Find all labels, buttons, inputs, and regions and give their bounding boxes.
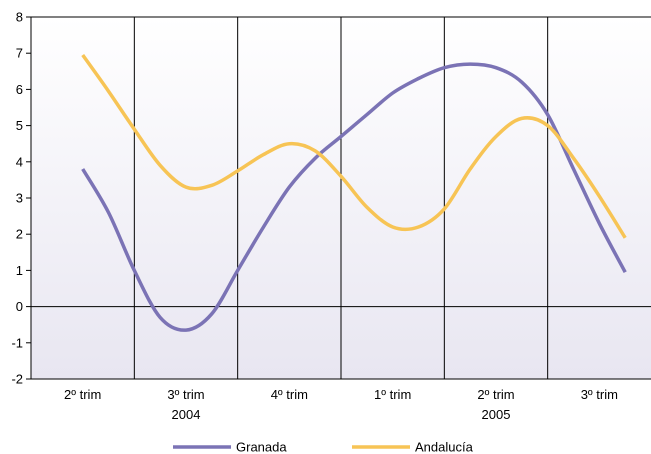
- y-tick-label: 0: [16, 299, 23, 314]
- y-tick-label: 7: [16, 46, 23, 61]
- x-tick-label: 2º trim: [64, 387, 101, 402]
- year-label: 2004: [172, 407, 201, 422]
- y-tick-label: 5: [16, 118, 23, 133]
- legend: Granada Andalucía: [173, 440, 474, 454]
- y-axis-ticks: -2 -1 0 1 2 3 4 5 6 7 8: [11, 10, 31, 387]
- series-line-andaluca: [81, 53, 627, 239]
- legend-label: Andalucía: [415, 440, 474, 454]
- x-tick-label: 2º trim: [477, 387, 514, 402]
- year-label: 2005: [482, 407, 511, 422]
- series-line-granada: [81, 62, 627, 332]
- y-tick-label: 8: [16, 10, 23, 25]
- series-layer: [81, 53, 627, 332]
- y-tick-label: 2: [16, 227, 23, 242]
- y-tick-label: 1: [16, 263, 23, 278]
- legend-label: Granada: [236, 440, 287, 454]
- y-tick-label: -2: [11, 372, 23, 387]
- y-tick-label: 4: [16, 154, 23, 169]
- y-tick-label: 3: [16, 191, 23, 206]
- x-tick-label: 3º trim: [167, 387, 204, 402]
- x-tick-label: 1º trim: [374, 387, 411, 402]
- y-tick-label: 6: [16, 82, 23, 97]
- gridlines: [31, 16, 651, 379]
- x-axis-ticks: 2º trim 3º trim 4º trim 1º trim 2º trim 3º tr…: [64, 387, 618, 422]
- x-tick-label: 3º trim: [581, 387, 618, 402]
- x-tick-label: 4º trim: [271, 387, 308, 402]
- y-tick-label: -1: [11, 335, 23, 350]
